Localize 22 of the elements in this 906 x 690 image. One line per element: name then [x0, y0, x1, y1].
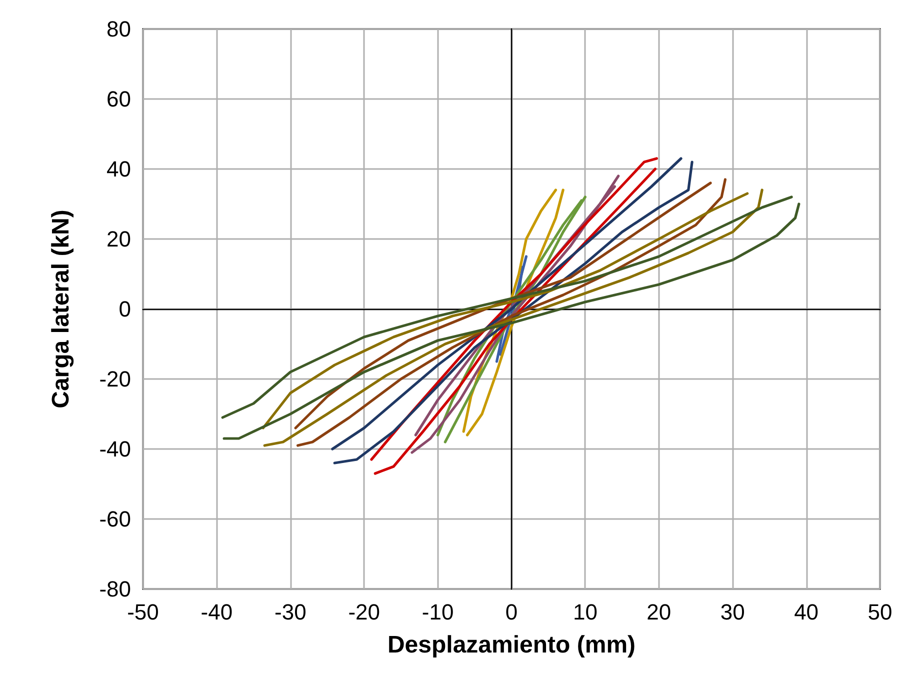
y-tick-label: -40 [99, 436, 131, 462]
x-tick-label: 30 [720, 600, 745, 624]
y-tick-label: -60 [99, 506, 131, 532]
x-tick-label: -40 [200, 600, 233, 624]
x-tick-label: -10 [422, 600, 454, 624]
x-tick-label: 10 [572, 600, 598, 624]
x-tick-label: 40 [794, 600, 819, 624]
y-tick-label: 20 [106, 226, 131, 252]
x-tick-label: 0 [505, 600, 518, 624]
y-tick-label: 0 [118, 296, 131, 322]
y-tick-label: 80 [106, 16, 131, 42]
x-axis-title: Desplazamiento (mm) [387, 632, 636, 658]
y-tick-label: 40 [106, 156, 131, 182]
x-tick-label: -30 [274, 600, 306, 624]
x-tick-label: -50 [127, 600, 159, 624]
x-tick-label: 20 [646, 600, 672, 624]
y-tick-label: -80 [99, 576, 131, 602]
y-tick-label: 60 [106, 86, 131, 112]
x-tick-label: 50 [868, 600, 892, 624]
y-axis-title: Carga lateral (kN) [48, 210, 74, 408]
x-tick-label: -20 [348, 600, 380, 624]
y-tick-label: -20 [99, 366, 131, 392]
